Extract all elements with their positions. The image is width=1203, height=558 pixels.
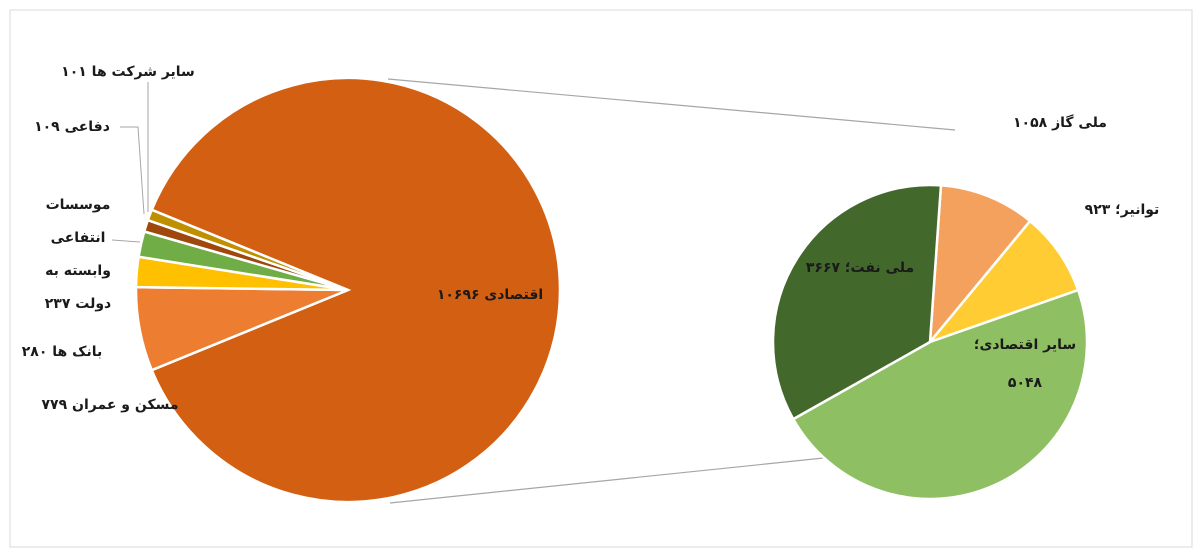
pie-slice [150, 76, 562, 504]
pie-slice [926, 219, 1080, 345]
slice-label: ملی نفت؛ ۳۶۶۷ [806, 260, 914, 276]
slice-label: سایر شرکت ها ۱۰۱ [61, 64, 195, 80]
leader-line [111, 239, 141, 243]
slice-label: ملی گاز ۱۰۵۸ [1013, 114, 1107, 131]
pie-slice [771, 183, 943, 421]
slice-label: دفاعی ۱۰۹ [34, 119, 110, 135]
slice-label: اقتصادی ۱۰۶۹۶ [437, 287, 543, 303]
connector [387, 78, 956, 131]
pie-slice [146, 208, 349, 292]
slice-label: موسسات [46, 197, 111, 213]
slice-label: مسکن و عمران ۷۷۹ [41, 397, 178, 413]
slice-label: دولت ۲۳۷ [45, 296, 111, 312]
slice-label: انتفاعی [51, 230, 106, 246]
pie-slice [791, 288, 1089, 501]
slice-label: سایر اقتصادی؛ [974, 337, 1076, 353]
leader-line [120, 126, 145, 215]
slice-label: وابسته به [45, 263, 111, 279]
slice-label: بانک ها ۲۸۰ [22, 344, 102, 360]
slice-label: ۵۰۴۸ [1008, 375, 1043, 391]
slice-label: توانیر؛ ۹۲۳ [1085, 202, 1160, 218]
pie-slice [928, 184, 1032, 346]
